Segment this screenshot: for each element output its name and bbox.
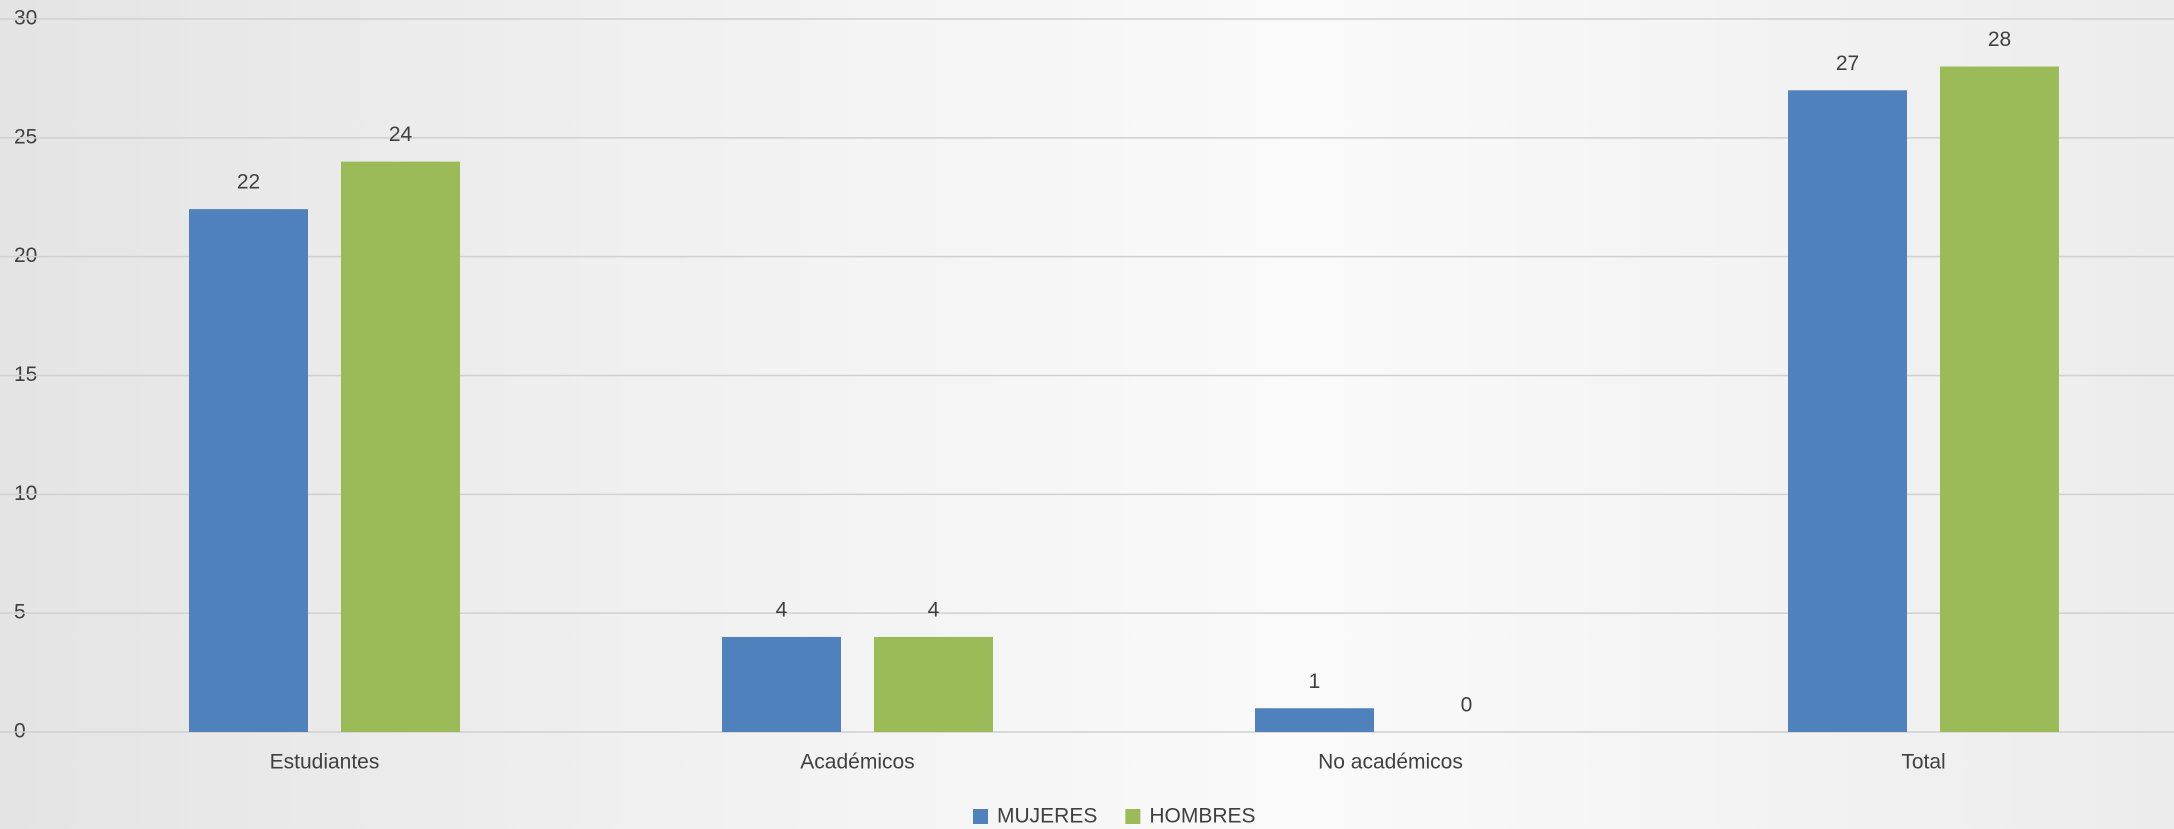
data-label: 4: [928, 598, 940, 621]
y-tick-label: 25: [14, 125, 37, 148]
data-label: 22: [237, 171, 260, 194]
y-tick-label: 0: [14, 720, 26, 743]
y-tick-label: 20: [14, 244, 37, 267]
legend-label: MUJERES: [997, 805, 1097, 828]
data-label: 27: [1836, 52, 1859, 75]
x-tick-label: Académicos: [800, 751, 914, 774]
y-tick-label: 30: [14, 7, 37, 30]
bar: [341, 161, 460, 733]
bar: [1788, 90, 1907, 733]
bar: [1940, 66, 2059, 733]
data-label: 28: [1988, 28, 2011, 51]
x-tick-label: Total: [1901, 751, 1945, 774]
bar: [722, 636, 841, 732]
x-tick-label: No académicos: [1318, 751, 1463, 774]
bar: [189, 209, 308, 733]
y-tick-label: 15: [14, 363, 37, 386]
x-tick-label: Estudiantes: [270, 751, 380, 774]
legend-swatch: [1125, 809, 1141, 824]
y-tick-label: 5: [14, 601, 26, 624]
y-tick-label: 10: [14, 482, 37, 505]
bar: [1255, 708, 1374, 732]
data-label: 4: [776, 598, 788, 621]
bar: [874, 636, 993, 732]
data-label: 24: [389, 123, 413, 146]
data-label: 0: [1461, 694, 1473, 717]
data-label: 1: [1309, 670, 1321, 693]
legend-label: HOMBRES: [1149, 805, 1255, 828]
legend-swatch: [973, 809, 988, 824]
